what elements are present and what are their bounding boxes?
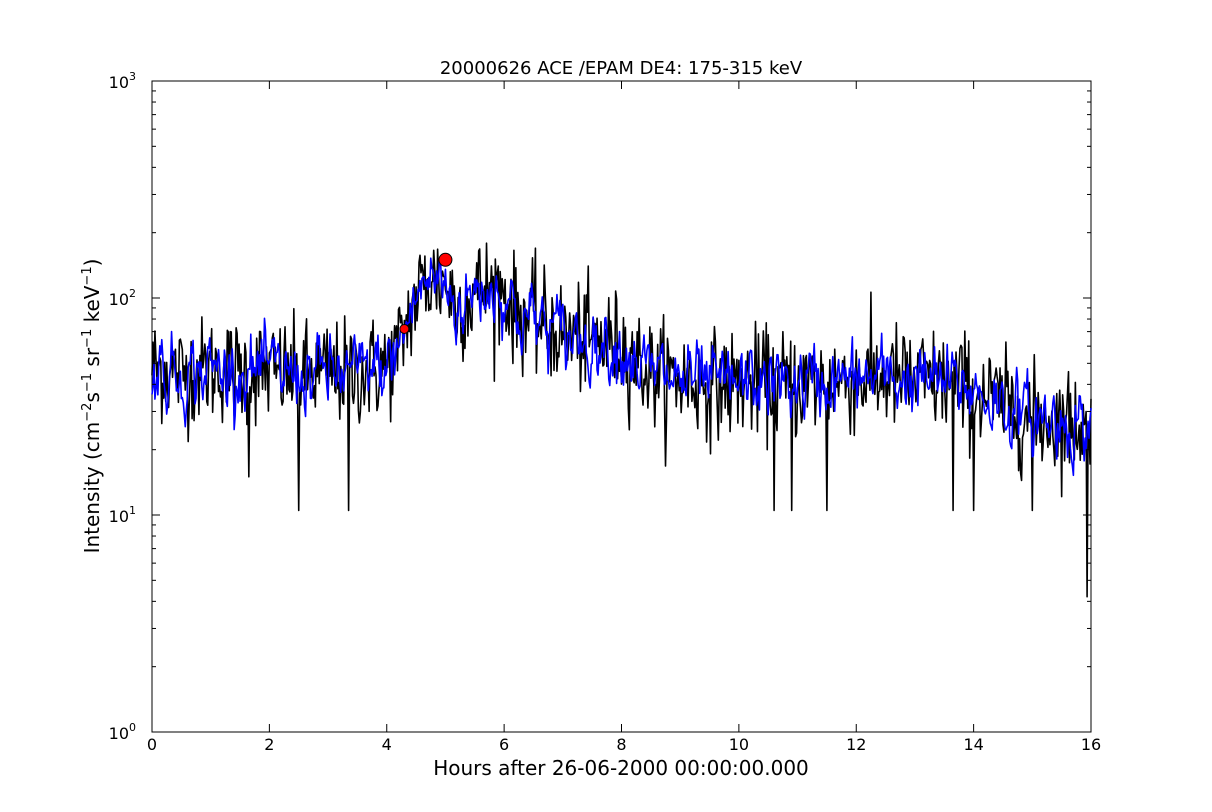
x-axis-ticks: 0 2 4 6 8 10 12 14 16 — [147, 81, 1101, 754]
marker-layer — [399, 252, 453, 334]
series-raw-line — [151, 242, 1092, 598]
event-marker-1 — [399, 323, 410, 334]
series-smoothed-line — [151, 257, 1092, 477]
x-tick-label: 8 — [616, 735, 626, 754]
x-tick-label: 0 — [147, 735, 157, 754]
event-marker-2 — [438, 252, 453, 267]
y-tick-label: 100 — [109, 721, 136, 743]
series-layer — [151, 242, 1092, 598]
x-axis-label: Hours after 26-06-2000 00:00:00.000 — [433, 756, 809, 780]
y-tick-label: 103 — [109, 70, 136, 92]
x-tick-label: 4 — [382, 735, 392, 754]
x-tick-label: 10 — [729, 735, 749, 754]
x-tick-label: 16 — [1081, 735, 1101, 754]
x-tick-label: 2 — [264, 735, 274, 754]
chart-title: 20000626 ACE /EPAM DE4: 175-315 keV — [440, 58, 803, 79]
x-tick-label: 6 — [499, 735, 509, 754]
y-axis-label: Intensity (cm−2s−1 sr−1 keV−1) — [80, 259, 104, 554]
x-tick-label: 14 — [963, 735, 983, 754]
x-tick-label: 12 — [846, 735, 866, 754]
y-tick-label: 102 — [109, 287, 136, 309]
plot-area — [151, 80, 1092, 733]
y-axis-ticks: 100 101 102 103 — [109, 70, 1091, 743]
y-tick-label: 101 — [109, 504, 136, 526]
